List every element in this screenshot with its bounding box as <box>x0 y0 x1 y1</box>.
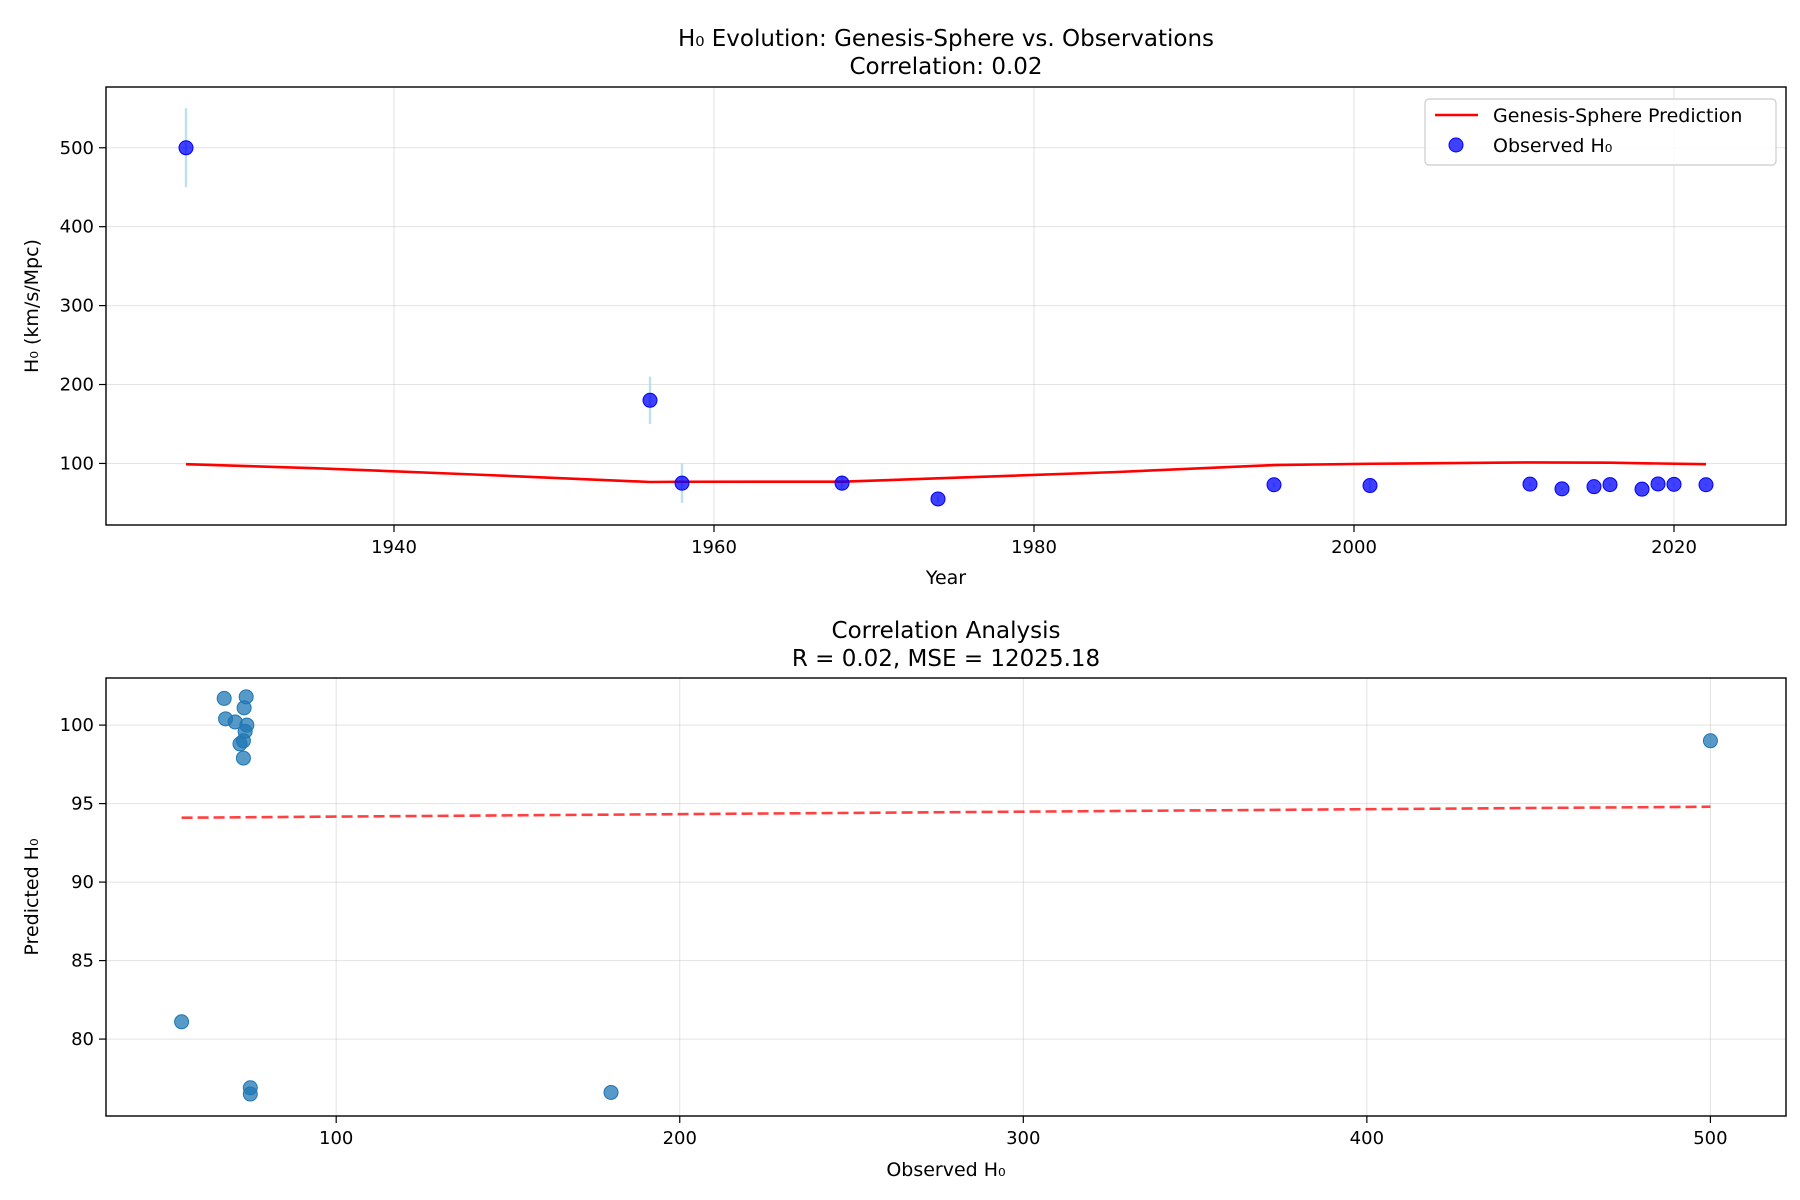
correlation-x-axis-label: Observed H₀ <box>886 1159 1005 1181</box>
observed-point <box>1602 477 1618 493</box>
observed-point <box>1666 476 1682 492</box>
x-tick-label: 1960 <box>691 537 737 558</box>
correlation-fit-line <box>181 805 1711 820</box>
evolution-y-axis-label: H₀ (km/s/Mpc) <box>21 239 43 373</box>
x-tick-label: 500 <box>1693 1128 1727 1149</box>
x-tick-label: 200 <box>663 1128 697 1149</box>
correlation-plot-frame <box>105 677 1787 1117</box>
legend-label-prediction: Genesis-Sphere Prediction <box>1493 105 1742 127</box>
observed-point <box>1698 477 1714 493</box>
evolution-observed-points <box>178 140 1714 507</box>
legend-point-swatch <box>1448 137 1464 153</box>
observed-point <box>1650 476 1666 492</box>
y-tick-label: 80 <box>71 1029 94 1050</box>
legend-label-observed: Observed H₀ <box>1493 135 1612 157</box>
correlation-point <box>242 1080 258 1096</box>
x-tick-label: 2000 <box>1331 537 1377 558</box>
legend-box <box>1424 98 1777 166</box>
y-tick-label: 400 <box>60 217 94 238</box>
correlation-y-axis-label: Predicted H₀ <box>21 838 43 955</box>
evolution-legend: Genesis-Sphere Prediction Observed H₀ <box>1424 98 1777 166</box>
observed-point <box>1266 477 1282 493</box>
observed-point <box>1554 481 1570 497</box>
y-tick-label: 200 <box>60 375 94 396</box>
observed-point <box>930 491 946 507</box>
observed-point <box>178 140 194 156</box>
correlation-point <box>236 700 252 716</box>
y-tick-label: 100 <box>60 715 94 736</box>
evolution-chart: 1940 1960 1980 2000 2020 100 200 300 400 500 H₀ … <box>21 26 1787 589</box>
observed-point <box>1586 479 1602 495</box>
x-tick-label: 400 <box>1350 1128 1384 1149</box>
evolution-prediction-line <box>185 461 1707 484</box>
evolution-y-ticks: 100 200 300 400 500 <box>60 138 106 474</box>
y-tick-label: 300 <box>60 296 94 317</box>
correlation-point <box>603 1084 619 1100</box>
correlation-point <box>216 690 232 706</box>
regression-line <box>181 805 1711 820</box>
correlation-point <box>174 1014 190 1030</box>
correlation-x-ticks: 100 200 300 400 500 <box>319 1116 1728 1149</box>
x-tick-label: 100 <box>319 1128 353 1149</box>
correlation-point <box>235 750 251 766</box>
x-tick-label: 1940 <box>371 537 417 558</box>
x-tick-label: 300 <box>1006 1128 1040 1149</box>
correlation-grid <box>106 678 1786 1116</box>
x-tick-label: 2020 <box>1651 537 1697 558</box>
observed-point <box>1522 476 1538 492</box>
x-tick-label: 1980 <box>1011 537 1057 558</box>
correlation-chart: 100 200 300 400 500 80 85 90 95 100 Correlation … <box>21 618 1787 1181</box>
correlation-point <box>235 733 251 749</box>
correlation-points <box>174 689 1718 1102</box>
y-tick-label: 90 <box>71 872 94 893</box>
y-tick-label: 500 <box>60 138 94 159</box>
y-tick-label: 100 <box>60 453 94 474</box>
observed-point <box>834 475 850 491</box>
observed-point <box>674 475 690 491</box>
correlation-y-ticks: 80 85 90 95 100 <box>60 715 106 1050</box>
correlation-subtitle: R = 0.02, MSE = 12025.18 <box>792 646 1100 672</box>
y-tick-label: 85 <box>71 951 94 972</box>
y-tick-label: 95 <box>71 794 94 815</box>
prediction-line <box>185 461 1707 484</box>
correlation-title: Correlation Analysis <box>832 618 1061 644</box>
evolution-x-axis-label: Year <box>925 567 966 589</box>
observed-point <box>642 392 658 408</box>
evolution-subtitle: Correlation: 0.02 <box>849 54 1042 80</box>
correlation-point <box>1702 733 1718 749</box>
evolution-title: H₀ Evolution: Genesis-Sphere vs. Observa… <box>678 26 1214 52</box>
observed-point <box>1634 481 1650 497</box>
observed-point <box>1362 478 1378 494</box>
evolution-x-ticks: 1940 1960 1980 2000 2020 <box>371 525 1697 558</box>
